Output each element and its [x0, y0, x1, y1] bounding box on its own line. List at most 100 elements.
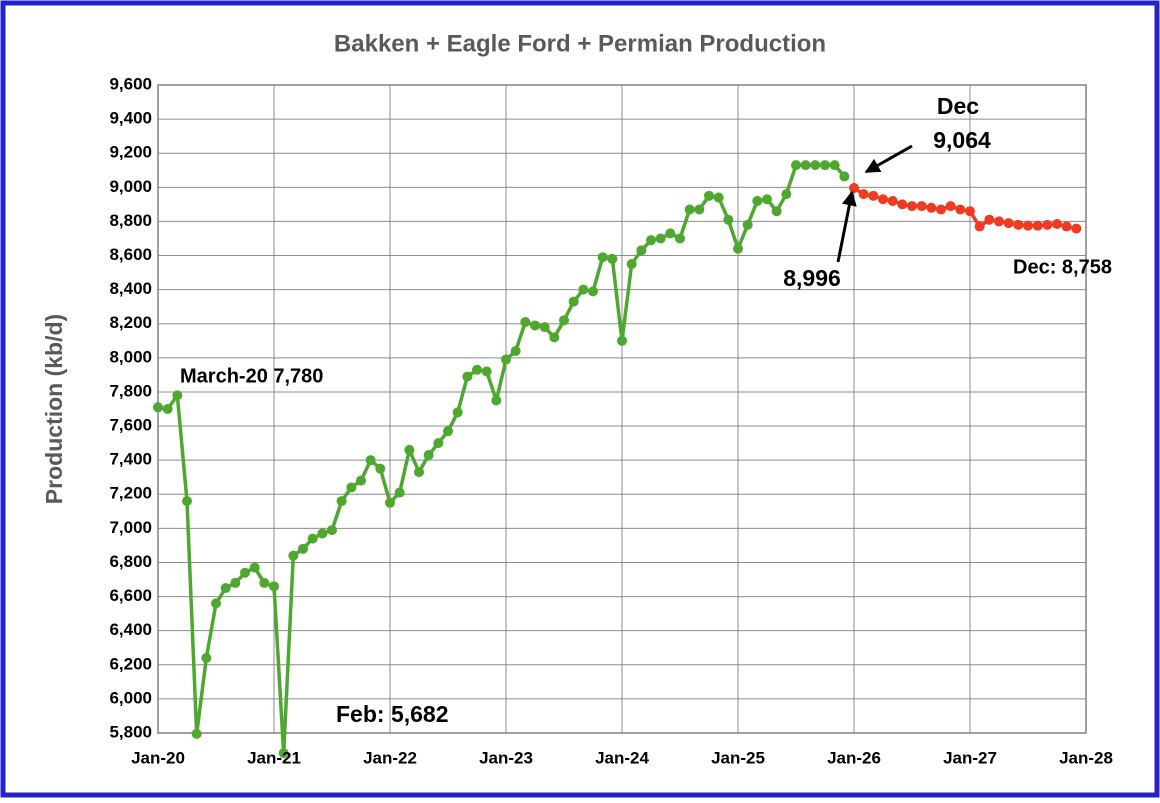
data-point	[955, 204, 966, 215]
data-point	[249, 562, 260, 573]
data-point	[965, 206, 975, 217]
data-point	[1003, 218, 1014, 229]
y-tick-label: 5,800	[109, 722, 152, 741]
y-tick-label: 6,000	[109, 688, 152, 707]
data-point	[597, 252, 608, 263]
data-point	[626, 259, 637, 270]
y-tick-label: 8,200	[109, 313, 152, 332]
data-point	[578, 284, 589, 295]
y-tick-label: 8,400	[109, 279, 152, 298]
y-tick-label: 7,800	[109, 381, 152, 400]
data-point	[414, 467, 424, 478]
annotation: Dec	[937, 93, 979, 119]
arrow	[836, 190, 857, 263]
data-point	[559, 315, 569, 326]
x-tick-label: Jan-26	[827, 748, 881, 767]
data-point	[317, 528, 328, 539]
data-point	[907, 201, 917, 212]
annotation: 8,996	[783, 265, 841, 291]
data-point	[675, 233, 685, 244]
data-point	[510, 346, 521, 357]
data-point	[878, 194, 888, 205]
data-point	[1042, 219, 1053, 230]
data-point	[994, 216, 1004, 227]
data-point	[829, 160, 840, 171]
y-tick-label: 6,400	[109, 620, 152, 639]
data-point	[868, 190, 879, 201]
data-point	[984, 214, 995, 225]
data-point	[607, 253, 618, 264]
data-point	[636, 245, 647, 256]
y-tick-label: 7,400	[109, 450, 152, 469]
data-point	[530, 320, 540, 331]
y-tick-label: 9,200	[109, 143, 152, 162]
data-point	[443, 426, 453, 437]
data-point	[1061, 221, 1072, 232]
data-point	[327, 525, 337, 536]
data-point	[839, 171, 850, 182]
annotation: 9,064	[933, 127, 991, 153]
x-tick-label: Jan-27	[943, 748, 997, 767]
data-point	[501, 354, 511, 365]
y-tick-label: 9,600	[109, 74, 152, 93]
data-point	[694, 204, 705, 215]
y-tick-label: 7,600	[109, 416, 152, 435]
y-tick-label: 8,800	[109, 211, 152, 230]
data-point	[771, 206, 782, 217]
data-point	[423, 450, 434, 461]
y-tick-label: 8,600	[109, 245, 152, 264]
x-tick-label: Jan-28	[1059, 748, 1113, 767]
data-point	[365, 455, 376, 466]
x-tick-label: Jan-21	[247, 748, 301, 767]
y-tick-label: 6,600	[109, 586, 152, 605]
data-point	[1052, 218, 1062, 229]
data-point	[858, 189, 869, 200]
data-point	[182, 496, 192, 507]
data-point	[704, 190, 714, 201]
data-point	[849, 182, 859, 193]
y-tick-label: 9,000	[109, 177, 152, 196]
data-point	[1013, 219, 1024, 230]
data-point	[230, 577, 241, 588]
y-tick-label: 6,200	[109, 654, 152, 673]
data-point	[520, 317, 531, 328]
data-point	[655, 233, 666, 244]
data-point	[491, 395, 502, 406]
data-point	[481, 366, 492, 377]
arrow	[864, 144, 913, 174]
data-point	[394, 487, 405, 498]
data-point	[974, 221, 985, 232]
data-point	[752, 195, 763, 206]
data-point	[307, 533, 318, 544]
data-point	[897, 199, 908, 210]
data-point	[288, 550, 299, 561]
data-point	[278, 748, 289, 759]
data-point	[742, 219, 753, 230]
data-point	[800, 160, 811, 171]
data-point	[172, 390, 183, 401]
data-point	[375, 463, 386, 474]
data-point	[472, 364, 482, 375]
data-point	[665, 228, 676, 239]
x-tick-label: Jan-22	[363, 748, 417, 767]
data-point	[153, 402, 163, 413]
data-point	[887, 195, 898, 206]
data-point	[781, 189, 792, 200]
data-point	[404, 444, 415, 455]
y-tick-label: 7,000	[109, 518, 152, 537]
data-point	[452, 407, 463, 418]
data-point	[810, 160, 821, 171]
data-point	[385, 497, 395, 508]
annotation: Dec: 8,758	[1013, 256, 1112, 278]
x-tick-label: Jan-24	[595, 748, 649, 767]
data-point	[762, 194, 772, 205]
data-point	[916, 201, 927, 212]
data-point	[162, 404, 173, 414]
data-point	[220, 583, 231, 594]
data-point	[588, 286, 598, 297]
data-point	[936, 204, 946, 215]
data-point	[820, 160, 830, 171]
data-point	[191, 728, 202, 739]
data-point	[617, 335, 627, 346]
